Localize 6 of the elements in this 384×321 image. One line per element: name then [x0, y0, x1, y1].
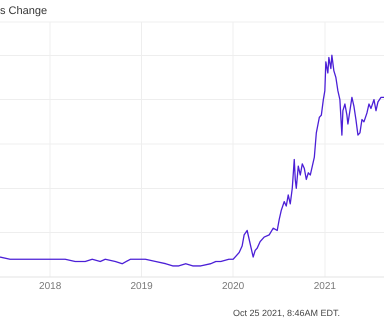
x-tick-label: 2019 [130, 280, 154, 292]
chart-title: s Change [0, 5, 48, 17]
text: Oct 25 2021, 8:46AM EDT. [232, 308, 340, 318]
x-tick-label: 2021 [314, 280, 336, 292]
x-tick-label: 2018 [39, 280, 62, 292]
x-tick-label: 2020 [222, 280, 245, 292]
